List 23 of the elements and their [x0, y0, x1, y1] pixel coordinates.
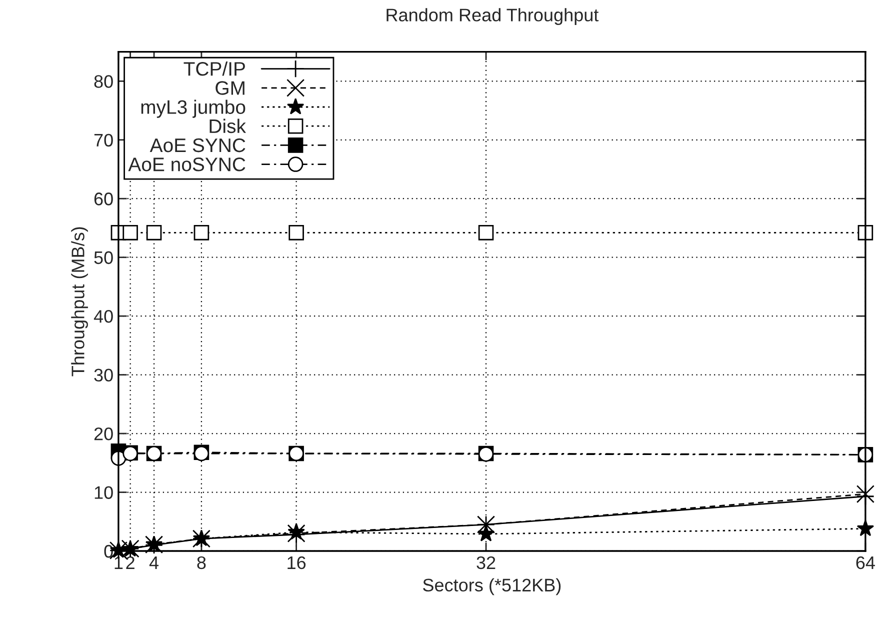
x-tick-label: 32	[476, 556, 496, 570]
legend-label: myL3 jumbo	[141, 100, 246, 118]
y-tick-label: 10	[94, 486, 113, 499]
y-tick-label: 20	[94, 427, 113, 440]
y-tick-label: 70	[94, 134, 113, 147]
y-tick-label: 60	[94, 192, 113, 206]
legend-label: AoE noSYNC	[128, 158, 246, 172]
x-tick-label: 16	[288, 556, 306, 570]
y-axis-title: Throughput (MB/s)	[71, 227, 88, 376]
y-tick-label: 40	[94, 310, 113, 323]
x-tick-label: 4	[149, 556, 159, 569]
y-tick-label: 30	[94, 368, 113, 382]
legend-label: TCP/IP	[184, 62, 245, 76]
y-tick-label: 50	[94, 251, 113, 264]
x-tick-label: 64	[856, 556, 875, 570]
x-tick-label: 2	[126, 556, 134, 569]
x-axis-title: Sectors (*512KB)	[423, 578, 561, 596]
x-tick-label: 8	[197, 556, 206, 570]
legend-label: AoE SYNC	[150, 138, 246, 152]
legend-label: GM	[216, 81, 244, 95]
legend-label: Disk	[210, 118, 246, 134]
chart-title: Random Read Throughput	[386, 8, 599, 25]
y-tick-label: 80	[94, 75, 113, 88]
